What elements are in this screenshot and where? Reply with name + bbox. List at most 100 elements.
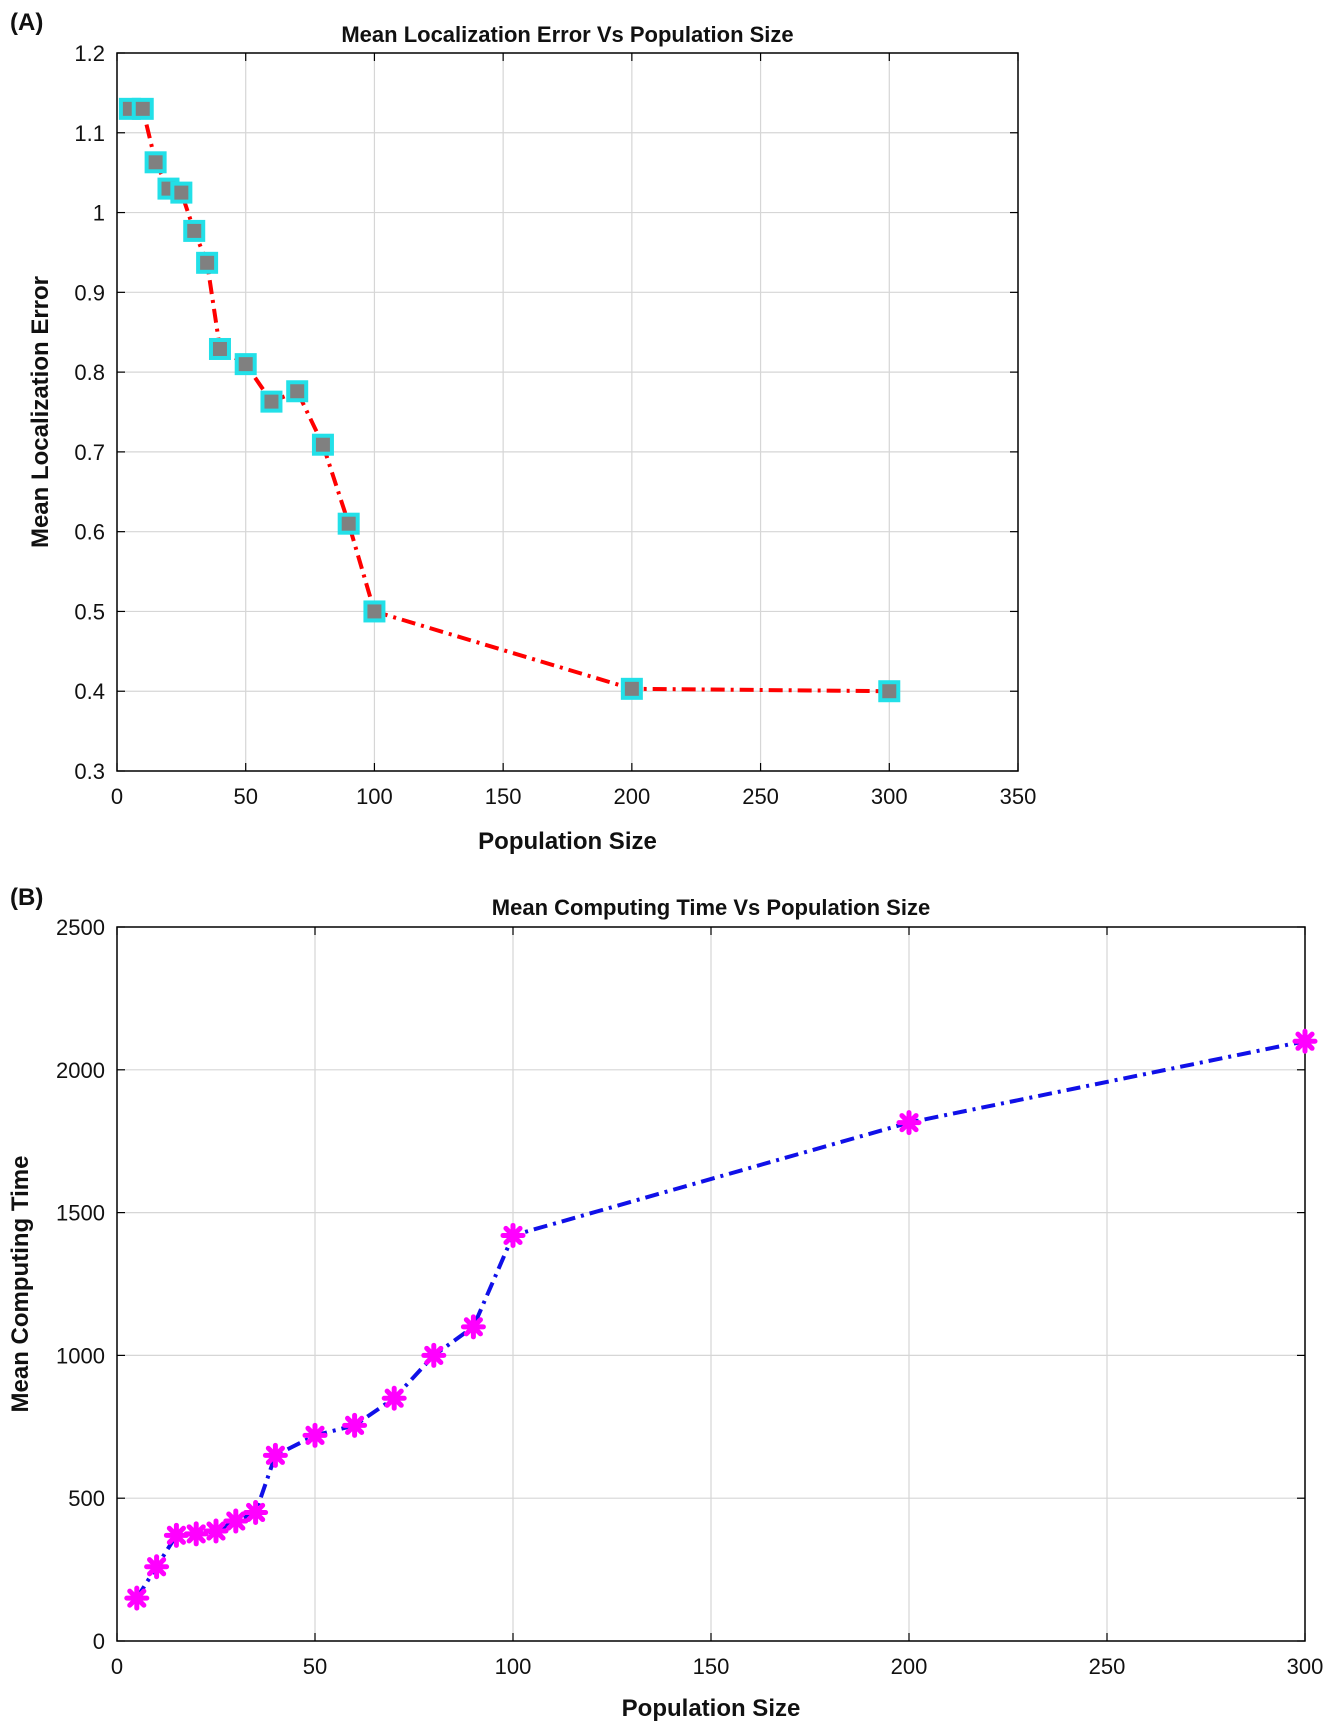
plot-area — [117, 53, 1018, 771]
square-marker — [620, 677, 643, 700]
chart-title: Mean Computing Time Vs Population Size — [492, 895, 930, 920]
x-tick-label: 0 — [111, 1654, 123, 1679]
data-point-marker — [342, 1412, 368, 1438]
x-axis-label: Population Size — [622, 1695, 801, 1722]
data-point-marker — [223, 1508, 249, 1534]
square-marker — [878, 680, 901, 703]
data-point-marker — [896, 1110, 922, 1136]
panel-label: (A) — [10, 9, 43, 36]
square-marker — [234, 353, 257, 376]
data-point-marker — [208, 337, 231, 360]
square-marker — [208, 337, 231, 360]
square-marker — [337, 512, 360, 535]
y-tick-label: 0.9 — [74, 280, 105, 305]
square-marker — [183, 219, 206, 242]
asterisk-center — [230, 1516, 241, 1527]
data-point-marker — [460, 1314, 486, 1340]
asterisk-center — [151, 1561, 162, 1572]
data-point-marker — [1292, 1028, 1318, 1054]
y-tick-label: 2000 — [56, 1058, 105, 1083]
square-marker — [131, 97, 154, 120]
y-tick-label: 0 — [93, 1629, 105, 1654]
asterisk-center — [1300, 1036, 1310, 1047]
chart-panel-b: (B) Mean Computing Time Vs Population Siz… — [7, 884, 1323, 1722]
data-point-marker — [243, 1499, 269, 1525]
y-tick-label: 1.1 — [74, 121, 105, 146]
data-point-marker — [234, 353, 257, 376]
data-point-marker — [421, 1342, 447, 1368]
data-point-marker — [363, 600, 386, 623]
asterisk-center — [270, 1450, 281, 1461]
data-point-marker — [183, 1521, 209, 1547]
data-point-marker — [183, 219, 206, 242]
y-tick-label: 0.5 — [74, 599, 105, 624]
chart-title: Mean Localization Error Vs Population Si… — [341, 22, 793, 47]
y-tick-label: 2500 — [56, 915, 105, 940]
data-point-marker — [337, 512, 360, 535]
y-axis-label: Mean Localization Error — [27, 276, 54, 548]
square-marker — [144, 151, 167, 174]
x-tick-label: 100 — [495, 1654, 532, 1679]
square-marker — [170, 181, 193, 204]
x-tick-label: 350 — [1000, 784, 1037, 809]
y-tick-label: 500 — [68, 1486, 105, 1511]
asterisk-center — [508, 1230, 518, 1241]
data-point-marker — [381, 1385, 407, 1411]
x-tick-label: 100 — [356, 784, 393, 809]
square-marker — [286, 380, 309, 403]
data-point-marker — [262, 1442, 288, 1468]
asterisk-center — [349, 1420, 360, 1431]
data-point-marker — [144, 1554, 170, 1580]
y-tick-label: 0.4 — [74, 679, 105, 704]
x-tick-label: 200 — [891, 1654, 928, 1679]
square-marker — [196, 251, 219, 274]
x-tick-label: 300 — [871, 784, 908, 809]
data-point-marker — [203, 1518, 229, 1544]
data-point-marker — [163, 1522, 189, 1548]
asterisk-center — [389, 1393, 400, 1404]
x-tick-label: 250 — [1089, 1654, 1126, 1679]
data-point-marker — [500, 1222, 526, 1248]
chart-panel-a: (A) Mean Localization Error Vs Population… — [10, 9, 1036, 855]
asterisk-center — [171, 1530, 182, 1541]
plot-frame — [116, 52, 1019, 772]
asterisk-center — [904, 1117, 914, 1128]
x-tick-label: 200 — [613, 784, 650, 809]
x-axis-label: Population Size — [478, 828, 657, 855]
data-point-marker — [302, 1422, 328, 1448]
data-point-marker — [124, 1585, 150, 1611]
asterisk-center — [250, 1507, 261, 1518]
y-tick-label: 0.3 — [74, 759, 105, 784]
y-tick-label: 0.7 — [74, 440, 105, 465]
square-marker — [363, 600, 386, 623]
y-tick-label: 1 — [93, 201, 105, 226]
x-tick-label: 0 — [111, 784, 123, 809]
asterisk-center — [191, 1528, 202, 1539]
x-tick-label: 300 — [1287, 1654, 1324, 1679]
data-point-marker — [878, 680, 901, 703]
square-marker — [311, 433, 334, 456]
data-point-marker — [620, 677, 643, 700]
y-tick-label: 0.8 — [74, 360, 105, 385]
data-point-marker — [131, 97, 154, 120]
series-line — [129, 106, 890, 694]
asterisk-center — [468, 1321, 479, 1332]
data-point-marker — [311, 433, 334, 456]
y-axis-label: Mean Computing Time — [7, 1156, 34, 1413]
data-point-marker — [196, 251, 219, 274]
panel-label: (B) — [10, 884, 43, 911]
x-tick-label: 50 — [303, 1654, 327, 1679]
x-tick-label: 250 — [742, 784, 779, 809]
data-point-marker — [170, 181, 193, 204]
asterisk-center — [211, 1526, 221, 1537]
data-point-marker — [286, 380, 309, 403]
square-marker — [260, 390, 283, 413]
series-line — [135, 1039, 1306, 1600]
data-point-marker — [260, 390, 283, 413]
asterisk-center — [131, 1593, 142, 1604]
y-tick-label: 1.2 — [74, 41, 105, 66]
y-tick-label: 1500 — [56, 1201, 105, 1226]
asterisk-center — [310, 1430, 320, 1441]
asterisk-center — [428, 1350, 439, 1361]
